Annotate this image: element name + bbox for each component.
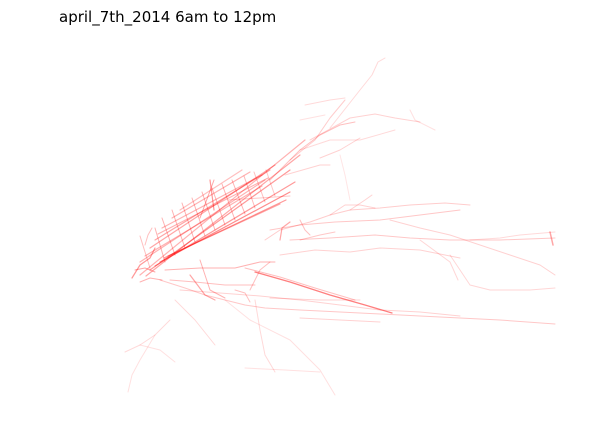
trip-tracks — [124, 57, 556, 396]
track-street — [253, 171, 266, 203]
track-brooklyn — [249, 261, 271, 291]
track-street — [181, 202, 196, 243]
track-street — [139, 235, 151, 269]
track-queens — [329, 204, 376, 216]
track-street — [171, 209, 186, 249]
track-avenue — [171, 171, 251, 219]
track-street — [231, 179, 246, 215]
track-avenue — [163, 199, 287, 259]
track-avenue — [157, 177, 269, 235]
track-avenue — [139, 179, 266, 263]
track-staten — [139, 344, 176, 363]
track-highway — [244, 267, 356, 301]
track-street — [209, 179, 215, 211]
track-staten — [124, 319, 171, 353]
track-queens — [419, 239, 459, 281]
track-avenue — [154, 169, 271, 241]
track-staten — [127, 334, 156, 393]
track-brooklyn — [269, 297, 361, 301]
track-brooklyn — [189, 274, 216, 301]
track-avenue — [149, 164, 276, 249]
track-queens — [349, 194, 373, 211]
track-queens — [279, 221, 291, 241]
track-brooklyn — [164, 261, 276, 271]
track-downtown — [139, 277, 163, 283]
track-street — [243, 175, 256, 209]
track-avenue — [167, 203, 281, 257]
track-queens — [299, 231, 336, 241]
track-brooklyn — [299, 317, 381, 323]
track-avenue — [144, 185, 263, 257]
track-north — [339, 154, 351, 201]
track-avenue — [179, 169, 243, 211]
track-north — [269, 121, 356, 181]
track-queens — [264, 202, 471, 241]
track-street — [154, 227, 166, 263]
track-queens — [279, 247, 461, 259]
track-north — [309, 113, 421, 141]
track-street — [191, 197, 206, 237]
track-queens — [269, 209, 461, 231]
track-street — [227, 195, 291, 201]
track-street — [199, 179, 215, 219]
track-brooklyn — [244, 367, 321, 373]
track-north — [299, 129, 396, 151]
track-north — [289, 99, 346, 161]
track-avenue — [159, 191, 291, 263]
track-queens — [449, 254, 556, 291]
track-north — [409, 109, 436, 131]
track-north — [319, 137, 361, 159]
track-street — [211, 187, 226, 226]
track-downtown — [134, 267, 156, 273]
track-downtown — [131, 247, 156, 279]
track-highway — [254, 271, 393, 314]
track-queens — [389, 219, 556, 276]
track-street — [161, 217, 176, 256]
track-avenue — [149, 169, 291, 271]
track-north — [304, 97, 346, 106]
track-downtown — [144, 227, 153, 246]
map-title: april_7th_2014 6am to 12pm — [59, 8, 277, 26]
track-queens — [549, 231, 554, 246]
track-queens — [299, 219, 311, 236]
track-brooklyn — [224, 299, 336, 396]
track-avenue — [139, 139, 306, 276]
track-brooklyn — [159, 279, 556, 325]
track-street — [265, 169, 276, 197]
track-queens — [469, 231, 556, 241]
track-north — [299, 114, 326, 121]
track-brooklyn — [199, 259, 226, 299]
track-avenue — [161, 174, 263, 229]
track-north — [284, 164, 331, 176]
track-brooklyn — [234, 289, 251, 303]
track-street — [221, 183, 236, 221]
track-queens — [289, 234, 556, 241]
track-brooklyn — [179, 289, 461, 317]
track-brooklyn — [254, 299, 276, 373]
track-avenue — [145, 154, 301, 277]
track-street — [201, 191, 216, 231]
track-brooklyn — [169, 279, 256, 286]
track-brooklyn — [174, 299, 216, 346]
track-avenue — [154, 181, 296, 267]
track-north — [329, 57, 386, 129]
